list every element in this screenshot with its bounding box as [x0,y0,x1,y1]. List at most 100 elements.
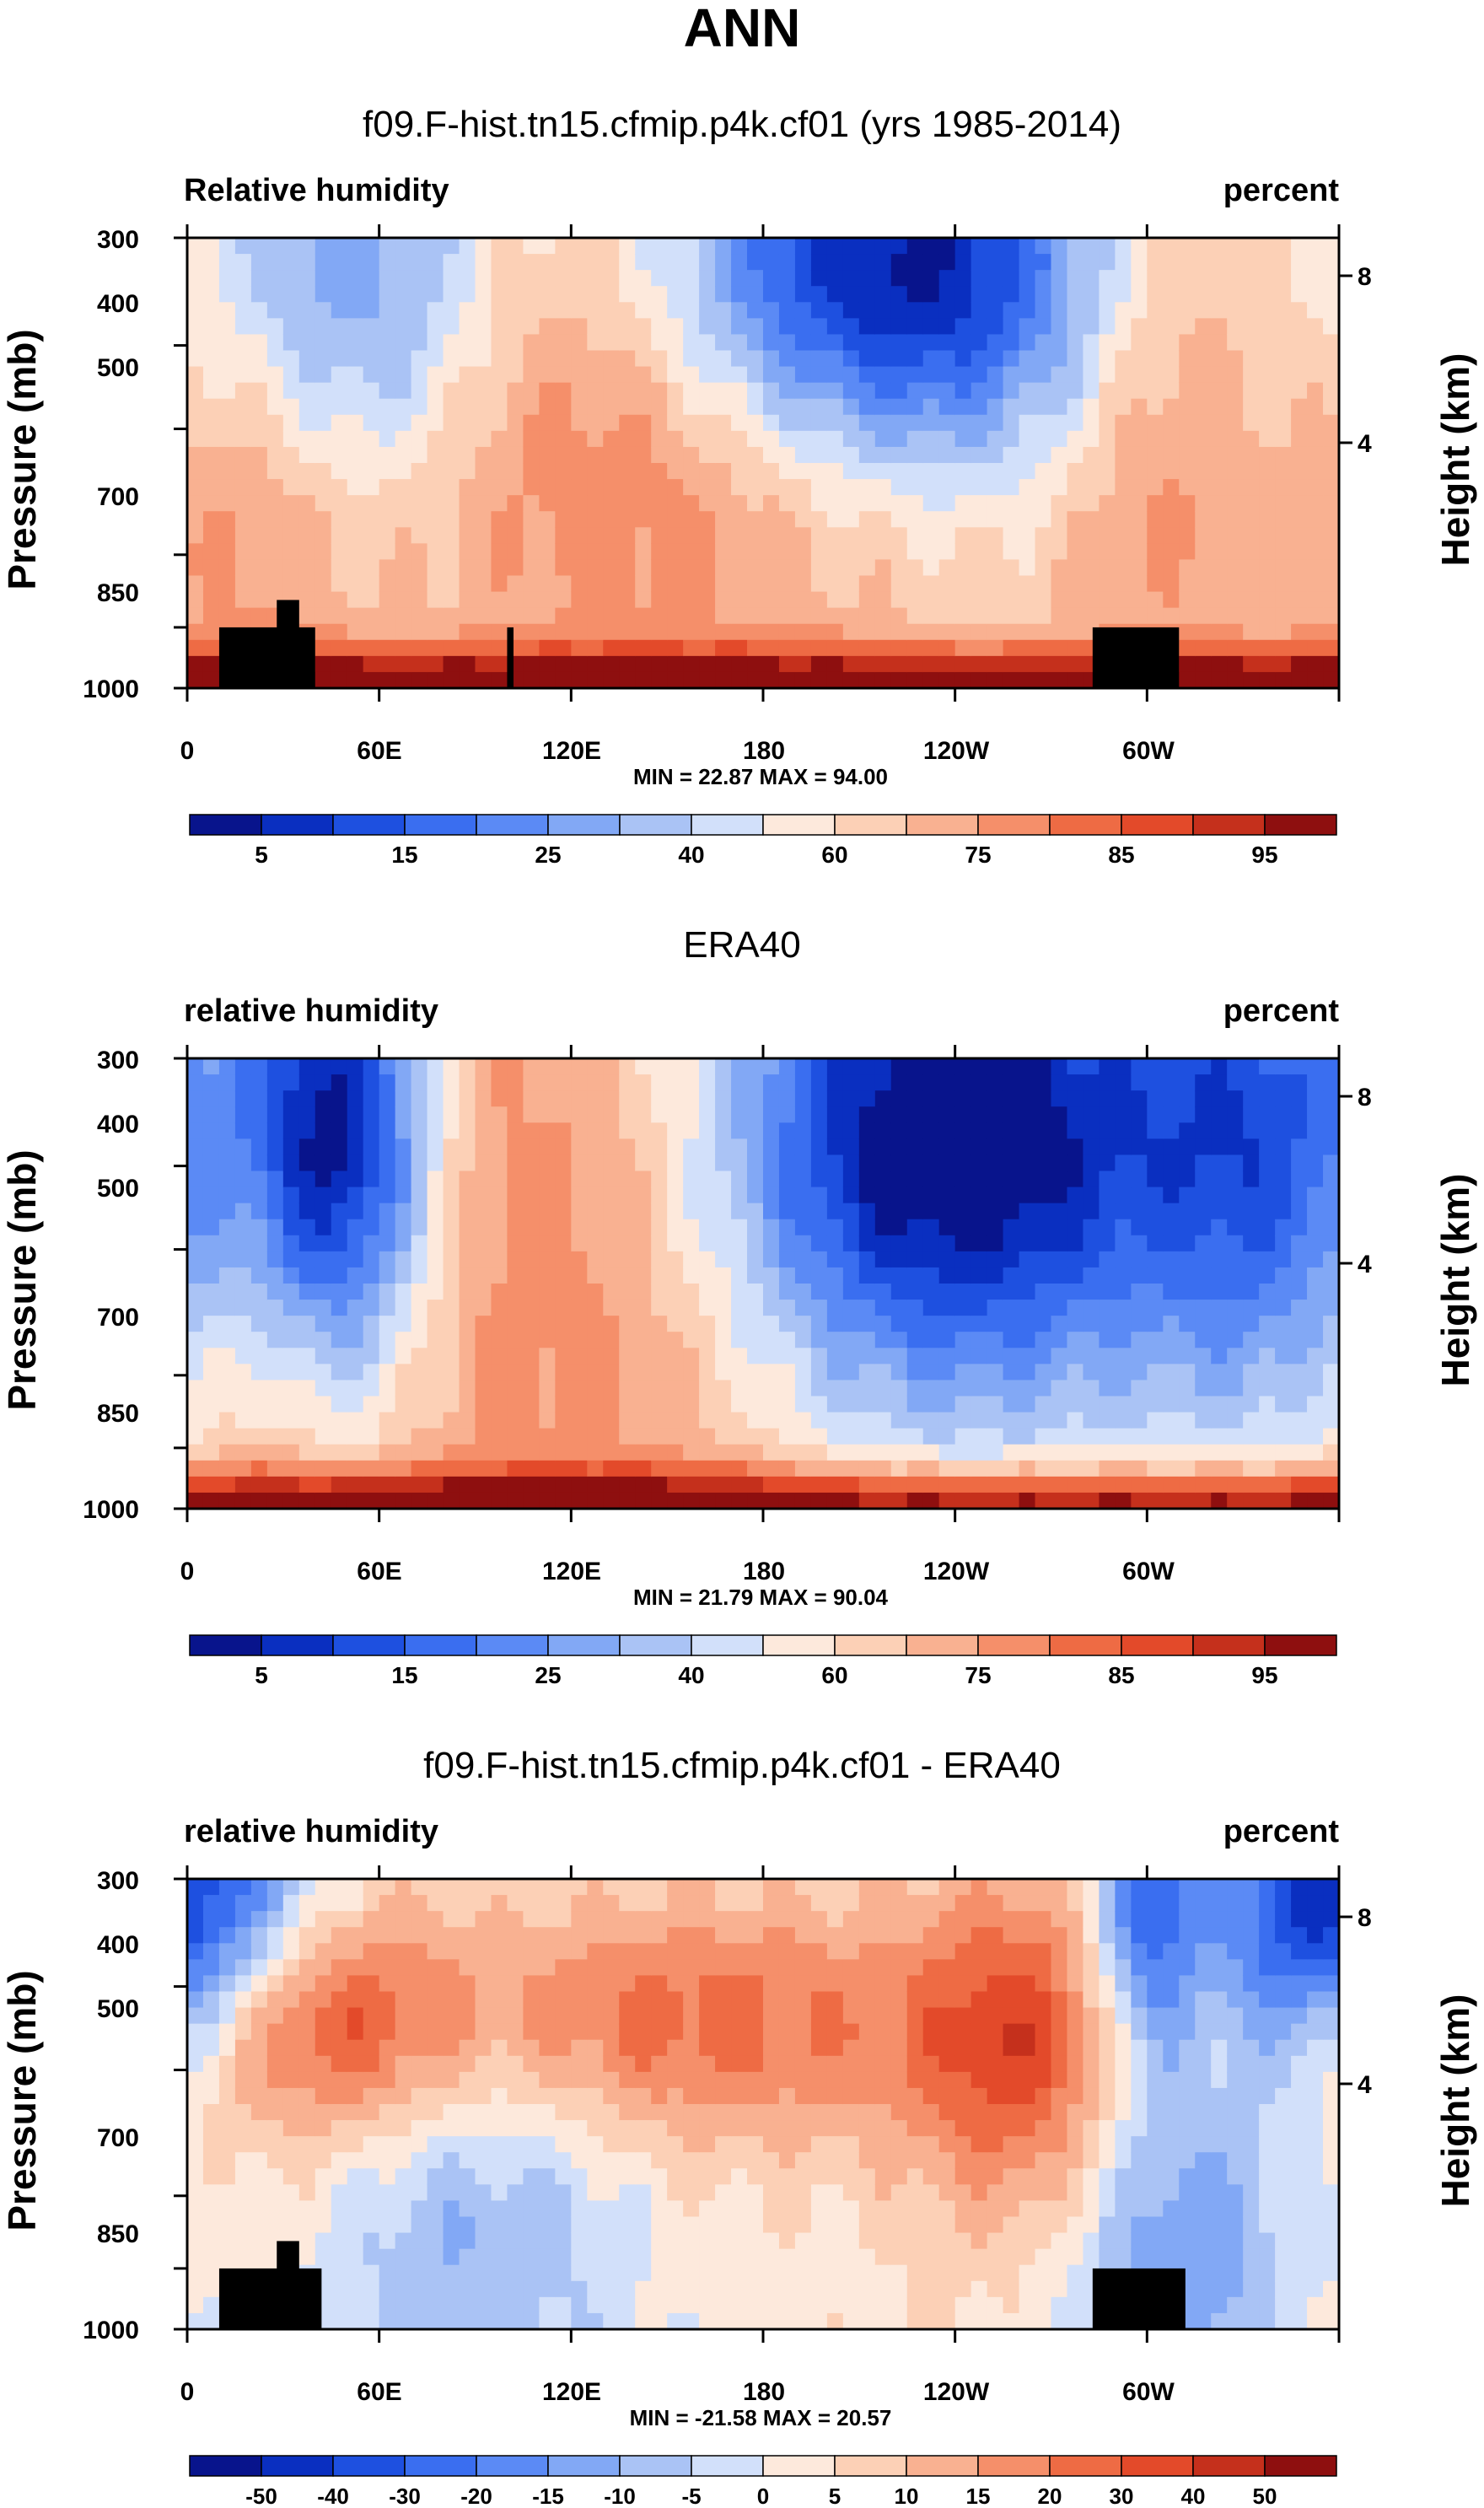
contour-cell [266,350,284,368]
contour-cell [363,1235,380,1252]
contour-cell [234,1171,252,1188]
contour-cell [906,591,924,609]
contour-cell [459,1959,476,1977]
contour-cell [1131,1203,1148,1220]
contour-cell [890,1492,908,1510]
contour-cell [1003,1364,1020,1381]
contour-cell [1227,1122,1244,1139]
contour-cell [1115,1106,1132,1123]
contour-cell [1083,350,1100,368]
contour-cell [1275,414,1292,432]
contour-cell [778,286,796,303]
contour-cell [298,238,316,255]
contour-cell [1195,318,1212,336]
contour-cell [571,414,588,432]
contour-cell [1323,1428,1340,1445]
contour-cell [1035,1058,1052,1075]
contour-cell [1147,1476,1164,1493]
contour-cell [587,2039,604,2057]
contour-cell [571,302,588,319]
contour-cell [667,398,684,416]
contour-cell [1163,1219,1180,1236]
contour-cell [331,575,348,593]
contour-cell [810,1154,828,1172]
contour-cell [587,1316,604,1332]
contour-cell [298,1058,316,1075]
contour-cell [1211,607,1228,625]
contour-cell [1035,495,1052,512]
contour-cell [1179,1476,1196,1493]
contour-cell [427,1476,444,1493]
contour-cell [507,2312,524,2330]
contour-cell [1019,1171,1036,1188]
contour-cell [475,2007,492,2025]
contour-cell [1179,607,1196,625]
contour-cell [298,414,316,432]
contour-cell [1051,350,1068,368]
contour-cell [507,591,524,609]
contour-cell [1323,463,1340,480]
contour-cell [794,1251,812,1268]
contour-cell [971,270,988,287]
contour-cell [427,382,444,400]
contour-cell [347,318,364,336]
contour-cell [778,1187,796,1204]
contour-cell [1115,1284,1132,1300]
contour-cell [187,2312,204,2330]
contour-cell [971,1251,988,1268]
contour-cell [202,318,220,336]
contour-cell [1083,1251,1100,1268]
contour-cell [202,559,220,577]
contour-cell [459,2120,476,2137]
contour-cell [1147,318,1164,336]
contour-cell [475,1332,492,1348]
contour-cell [298,2071,316,2089]
contour-cell [778,1251,796,1268]
contour-cell [1147,1300,1164,1316]
contour-cell [1147,1460,1164,1477]
contour-cell [282,334,300,352]
contour-cell [1163,1138,1180,1156]
contour-cell [1259,1138,1276,1156]
contour-cell [1083,511,1100,528]
contour-cell [1019,1348,1036,1364]
contour-cell [954,270,972,287]
contour-cell [587,430,604,448]
contour-cell [395,495,412,512]
contour-cell [842,607,860,625]
contour-cell [1147,1267,1164,1284]
contour-cell [539,495,556,512]
contour-cell [1243,671,1260,689]
contour-cell [427,2007,444,2025]
contour-cell [507,1332,524,1348]
contour-cell [938,623,956,641]
contour-cell [715,366,732,384]
contour-cell [282,1058,300,1075]
contour-cell [187,1492,204,1510]
contour-cell [427,1879,444,1896]
contour-cell [379,1154,396,1172]
contour-cell [987,238,1004,255]
contour-cell [234,270,252,287]
contour-cell [475,655,492,673]
contour-cell [778,238,796,255]
contour-cell [651,1122,668,1139]
contour-cell [667,1316,684,1332]
contour-cell [571,1284,588,1300]
contour-cell [603,350,620,368]
contour-cell [619,2039,636,2057]
contour-cell [603,607,620,625]
contour-cell [635,1138,652,1156]
contour-cell [778,430,796,448]
contour-cell [363,1396,380,1413]
contour-cell [202,1267,220,1284]
contour-cell [1179,302,1196,319]
contour-cell [587,1975,604,1993]
contour-cell [826,1106,844,1123]
contour-cell [427,2184,444,2202]
contour-cell [699,495,716,512]
contour-cell [555,2039,572,2057]
contour-cell [1195,302,1212,319]
contour-cell [858,1364,876,1381]
contour-cell [1179,1058,1196,1075]
